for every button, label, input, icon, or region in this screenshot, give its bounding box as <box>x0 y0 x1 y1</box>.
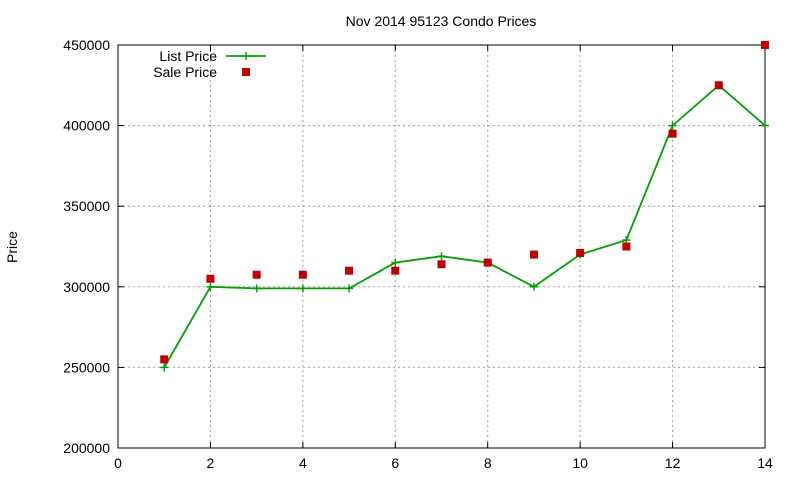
sale-price-point <box>483 258 492 267</box>
legend-label: List Price <box>159 48 217 64</box>
axis-ticks: 0 2 4 6 8 10 12 14 200000 250000 300000 350000 40000… <box>63 37 773 471</box>
sale-price-point <box>298 270 307 279</box>
x-tick-label: 4 <box>299 455 307 471</box>
x-tick-label: 2 <box>207 455 215 471</box>
series-list-price <box>160 81 769 372</box>
x-tick-label: 6 <box>391 455 399 471</box>
sale-price-point <box>252 270 261 279</box>
y-tick-label: 350000 <box>63 198 110 214</box>
list-price-point <box>391 258 400 267</box>
sale-price-point <box>714 81 723 90</box>
list-price-point <box>252 284 261 293</box>
sale-price-point <box>437 260 446 269</box>
chart-title: Nov 2014 95123 Condo Prices <box>346 13 537 29</box>
y-tick-label: 450000 <box>63 37 110 53</box>
sale-price-point <box>761 41 769 49</box>
series-sale-price <box>160 41 769 364</box>
list-price-point <box>437 252 446 261</box>
series-layer <box>160 41 769 372</box>
x-tick-label: 10 <box>572 455 588 471</box>
sale-price-point <box>345 266 354 275</box>
sale-price-point <box>668 129 677 138</box>
legend-square-swatch <box>242 68 250 76</box>
y-tick-label: 400000 <box>63 118 110 134</box>
legend-plus-swatch <box>242 52 250 60</box>
y-tick-label: 200000 <box>63 440 110 456</box>
sale-price-point <box>206 274 215 283</box>
list-price-point <box>206 282 215 291</box>
x-tick-label: 12 <box>665 455 681 471</box>
sale-price-point <box>622 242 631 251</box>
legend-label: Sale Price <box>153 64 217 80</box>
list-price-point <box>160 363 169 372</box>
y-axis-label: Price <box>4 231 20 263</box>
x-tick-label: 8 <box>484 455 492 471</box>
x-tick-label: 0 <box>114 455 122 471</box>
list-price-line <box>163 84 766 368</box>
list-price-point <box>761 121 769 130</box>
sale-price-point <box>576 248 585 257</box>
list-price-point <box>668 121 677 130</box>
x-tick-label: 14 <box>757 455 773 471</box>
y-tick-label: 300000 <box>63 279 110 295</box>
plot-frame <box>117 44 766 449</box>
list-price-point <box>529 282 538 291</box>
sale-price-point <box>391 266 400 275</box>
sale-price-point <box>529 250 538 259</box>
grid <box>118 45 765 448</box>
sale-price-point <box>160 355 169 364</box>
y-tick-label: 250000 <box>63 359 110 375</box>
list-price-point <box>345 284 354 293</box>
list-price-point <box>298 284 307 293</box>
